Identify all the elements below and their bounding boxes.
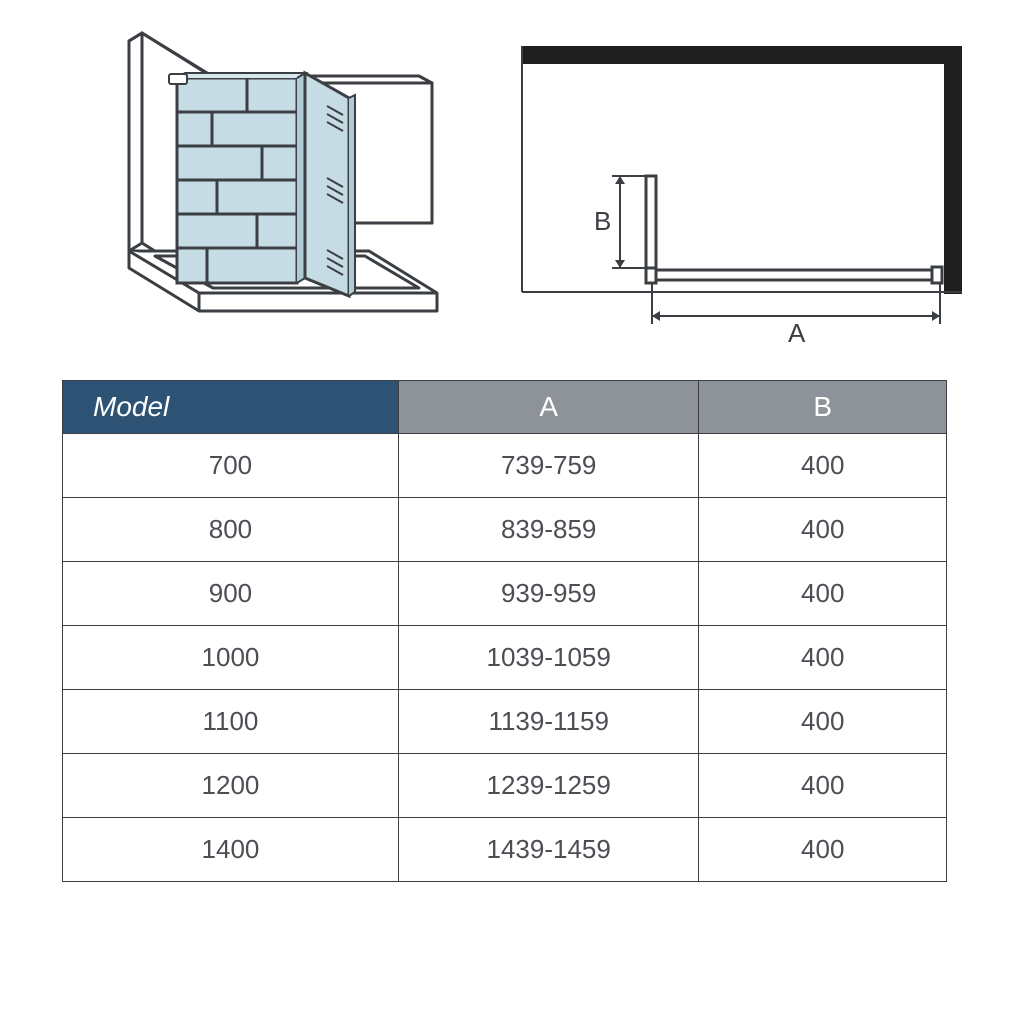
cell-b: 400 [699,818,947,882]
cell-model: 1000 [63,626,399,690]
plan-diagram: B A [505,28,980,348]
dimension-label-b: B [594,206,611,236]
table-row: 11001139-1159400 [63,690,947,754]
dimension-label-a: A [788,318,806,348]
cell-a: 1139-1159 [398,690,699,754]
cell-a: 1439-1459 [398,818,699,882]
isometric-diagram [30,28,505,348]
cell-model: 1100 [63,690,399,754]
table-header-row: Model A B [63,381,947,434]
cell-a: 739-759 [398,434,699,498]
cell-model: 1400 [63,818,399,882]
cell-a: 1239-1259 [398,754,699,818]
cell-model: 800 [63,498,399,562]
table-row: 800839-859400 [63,498,947,562]
cell-a: 939-959 [398,562,699,626]
cell-b: 400 [699,754,947,818]
page-root: B A Model A [0,0,1009,1009]
spec-table: Model A B 700739-759400800839-8594009009… [62,380,947,882]
spec-table-container: Model A B 700739-759400800839-8594009009… [0,360,1009,882]
table-row: 14001439-1459400 [63,818,947,882]
cell-a: 1039-1059 [398,626,699,690]
cell-a: 839-859 [398,498,699,562]
cell-b: 400 [699,434,947,498]
cell-model: 900 [63,562,399,626]
diagram-row: B A [0,0,1009,360]
header-b: B [699,381,947,434]
cell-model: 700 [63,434,399,498]
cell-b: 400 [699,562,947,626]
table-row: 700739-759400 [63,434,947,498]
table-row: 10001039-1059400 [63,626,947,690]
cell-model: 1200 [63,754,399,818]
cell-b: 400 [699,498,947,562]
header-model: Model [63,381,399,434]
cell-b: 400 [699,626,947,690]
cell-b: 400 [699,690,947,754]
header-a: A [398,381,699,434]
table-row: 900939-959400 [63,562,947,626]
table-row: 12001239-1259400 [63,754,947,818]
